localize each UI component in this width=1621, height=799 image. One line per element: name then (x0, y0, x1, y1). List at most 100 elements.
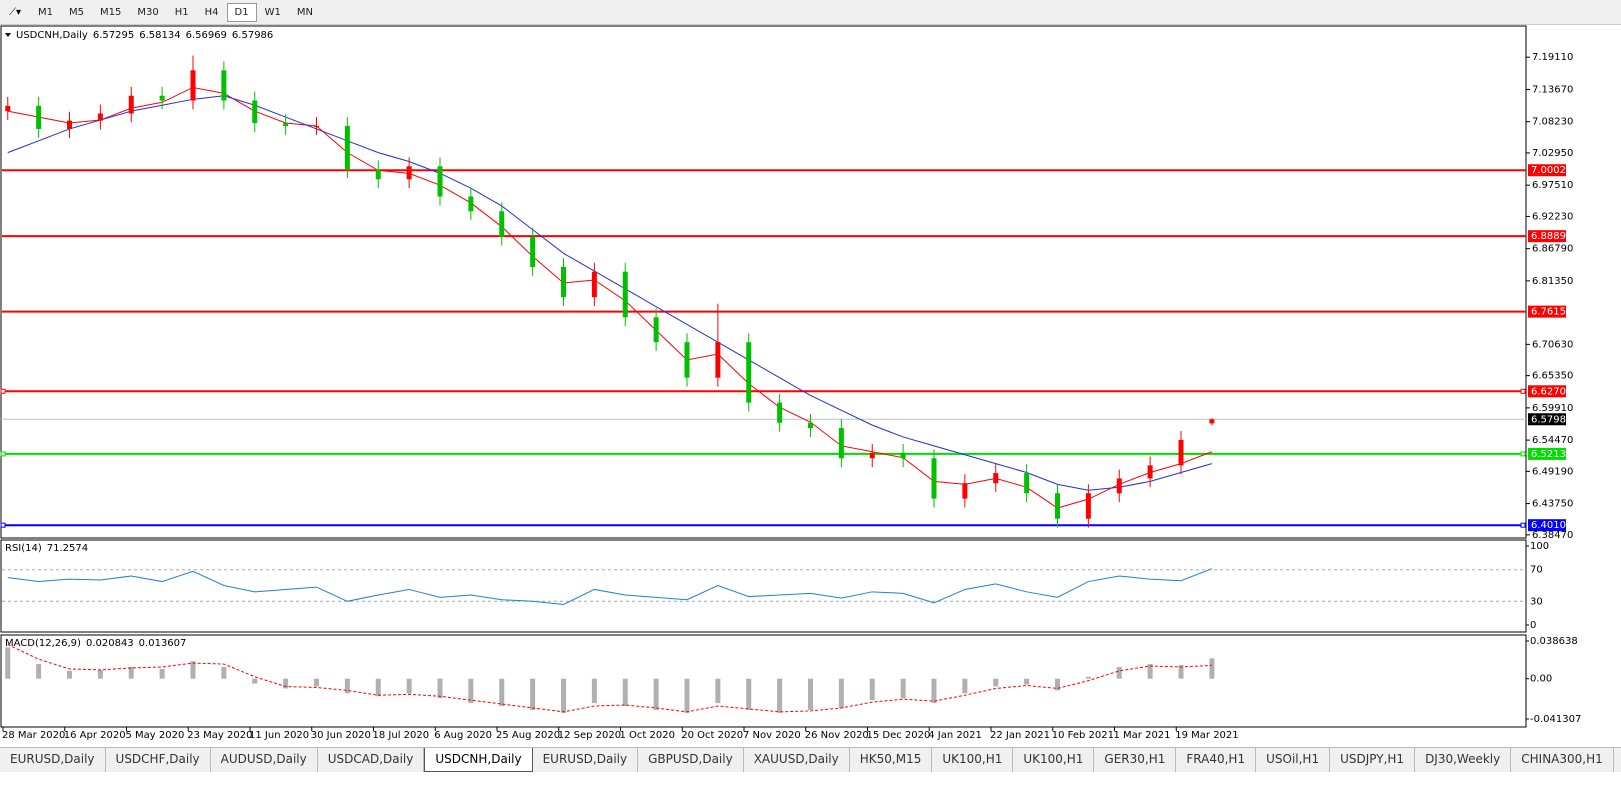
macd-bar (159, 668, 165, 679)
candle-body (190, 70, 196, 101)
candle-body (1085, 493, 1091, 519)
header-value: USDCNH,Daily (16, 30, 88, 41)
x-tick-label: 16 Apr 2020 (64, 730, 126, 741)
header-value: 6.57986 (232, 30, 273, 41)
chart-tab[interactable]: USDCAD,Daily (318, 748, 425, 772)
candle-body (5, 105, 11, 112)
chart-tab[interactable]: FRA40,H1 (1176, 748, 1257, 772)
candle-body (1024, 473, 1030, 494)
indicator-value: 71.2574 (47, 543, 88, 554)
chart-tab[interactable]: USDCHF,Daily (106, 748, 211, 772)
y-tick-label: 100 (1530, 541, 1549, 552)
y-tick-label: 6.70630 (1532, 339, 1573, 350)
timeframe-button[interactable]: H4 (204, 6, 219, 18)
macd-bar (869, 678, 875, 701)
y-tick-label: 6.49190 (1532, 466, 1573, 477)
chart-tab[interactable]: AUDUSD,Daily (211, 748, 318, 772)
macd-bar (252, 678, 258, 684)
macd-bar (993, 678, 999, 687)
chart-tab[interactable]: UK100,H1 (1013, 748, 1095, 772)
level-label-bg (1528, 230, 1566, 243)
candle-body (314, 125, 319, 127)
chart-tab[interactable]: GBPUSD,Daily (638, 748, 744, 772)
x-tick-label: 4 Jan 2021 (928, 730, 982, 741)
timeframe-button[interactable]: W1 (264, 6, 281, 18)
y-tick-label: 6.86790 (1532, 244, 1573, 255)
macd-bar (128, 666, 134, 679)
x-tick-label: 5 May 2020 (126, 730, 185, 741)
timeframe-button[interactable]: M1 (38, 6, 53, 18)
candle-body (1147, 465, 1153, 479)
chart-tab[interactable]: CHINA300,H1 (1511, 748, 1614, 772)
header-value: 6.56969 (186, 30, 227, 41)
chart-tab[interactable]: USOil,H1 (1256, 748, 1331, 772)
macd-bar (1024, 678, 1030, 685)
chart-tab[interactable]: EURUSD,Daily (0, 748, 106, 772)
chart-tab[interactable]: GER30,H1 (1094, 748, 1177, 772)
x-tick-label: 1 Mar 2021 (1114, 730, 1171, 741)
macd-bar (190, 661, 196, 679)
candle-body (591, 271, 597, 298)
macd-bar (591, 678, 597, 704)
indicator-value: 0.013607 (139, 638, 187, 649)
chart-tab[interactable]: UK100,H1 (932, 748, 1014, 772)
y-tick-label: 6.97510 (1532, 180, 1573, 191)
chart-tab[interactable]: DJ30,Weekly (1415, 748, 1512, 772)
macd-bar (684, 678, 690, 713)
x-tick-label: 22 Jan 2021 (990, 730, 1050, 741)
chart-tab[interactable]: EURUSD,Daily (533, 748, 639, 772)
candle-body (715, 342, 721, 378)
level-label-bg (1528, 519, 1566, 532)
chart-tab[interactable]: XAUUSD,Daily (744, 748, 850, 772)
candle-body (1209, 419, 1215, 424)
level-label: 6.40104 (1531, 520, 1572, 531)
indicator-name: RSI(14) (5, 543, 42, 554)
y-tick-label: 7.19110 (1532, 52, 1573, 63)
timeframe-button[interactable]: MN (296, 6, 313, 18)
x-tick-label: 20 Oct 2020 (681, 730, 743, 741)
chart-tab[interactable]: USDJPY,H1 (1330, 748, 1416, 772)
y-tick-label: 30 (1530, 596, 1543, 607)
macd-bar (561, 678, 566, 713)
macd-bar (67, 670, 72, 679)
chart-tab[interactable]: HK50,M15 (850, 748, 933, 772)
candle-body (252, 100, 258, 124)
chart-tab[interactable]: USDCNH,Daily (424, 748, 533, 772)
y-tick-label: 7.08230 (1532, 117, 1573, 128)
rsi-line (7, 568, 1213, 605)
candle-body (561, 266, 566, 298)
level-label-bg (1528, 164, 1566, 177)
timeframe-button[interactable]: M30 (137, 6, 159, 18)
macd-bar (221, 666, 227, 679)
macd-bar (838, 678, 844, 708)
timeframe-button[interactable]: M5 (69, 6, 84, 18)
x-tick-label: 1 Oct 2020 (620, 730, 675, 741)
tool-icon[interactable]: ⟋▾ (8, 6, 22, 18)
macd-bar (314, 678, 319, 687)
macd-bar (808, 678, 813, 710)
x-tick-label: 30 Jun 2020 (311, 730, 371, 741)
candle-body (159, 95, 165, 101)
indicator-header: MACD(12,26,9) 0.020843 0.013607 (5, 638, 186, 649)
y-tick-label: 6.59910 (1532, 403, 1573, 414)
menu-arrow[interactable] (5, 33, 11, 37)
candle-body (684, 342, 690, 378)
x-tick-label: 26 Nov 2020 (805, 730, 869, 741)
y-tick-label: 6.92230 (1532, 211, 1573, 222)
x-tick-label: 19 Mar 2021 (1175, 730, 1238, 741)
rsi-panel (0, 539, 1527, 633)
timeframe-button[interactable]: M15 (100, 6, 122, 18)
candle-body (653, 317, 659, 343)
moving-average (7, 95, 1213, 491)
candle-body (344, 125, 350, 170)
candle-body (746, 342, 752, 403)
price-label: 6.57986 (1531, 414, 1572, 425)
candle-body (931, 458, 937, 499)
price-label-bg (1528, 413, 1566, 426)
macd-bar (375, 678, 381, 697)
timeframe-button[interactable]: D1 (226, 2, 257, 22)
header-value: 6.57295 (93, 30, 134, 41)
macd-bar (931, 678, 937, 704)
timeframe-button[interactable]: H1 (174, 6, 189, 18)
